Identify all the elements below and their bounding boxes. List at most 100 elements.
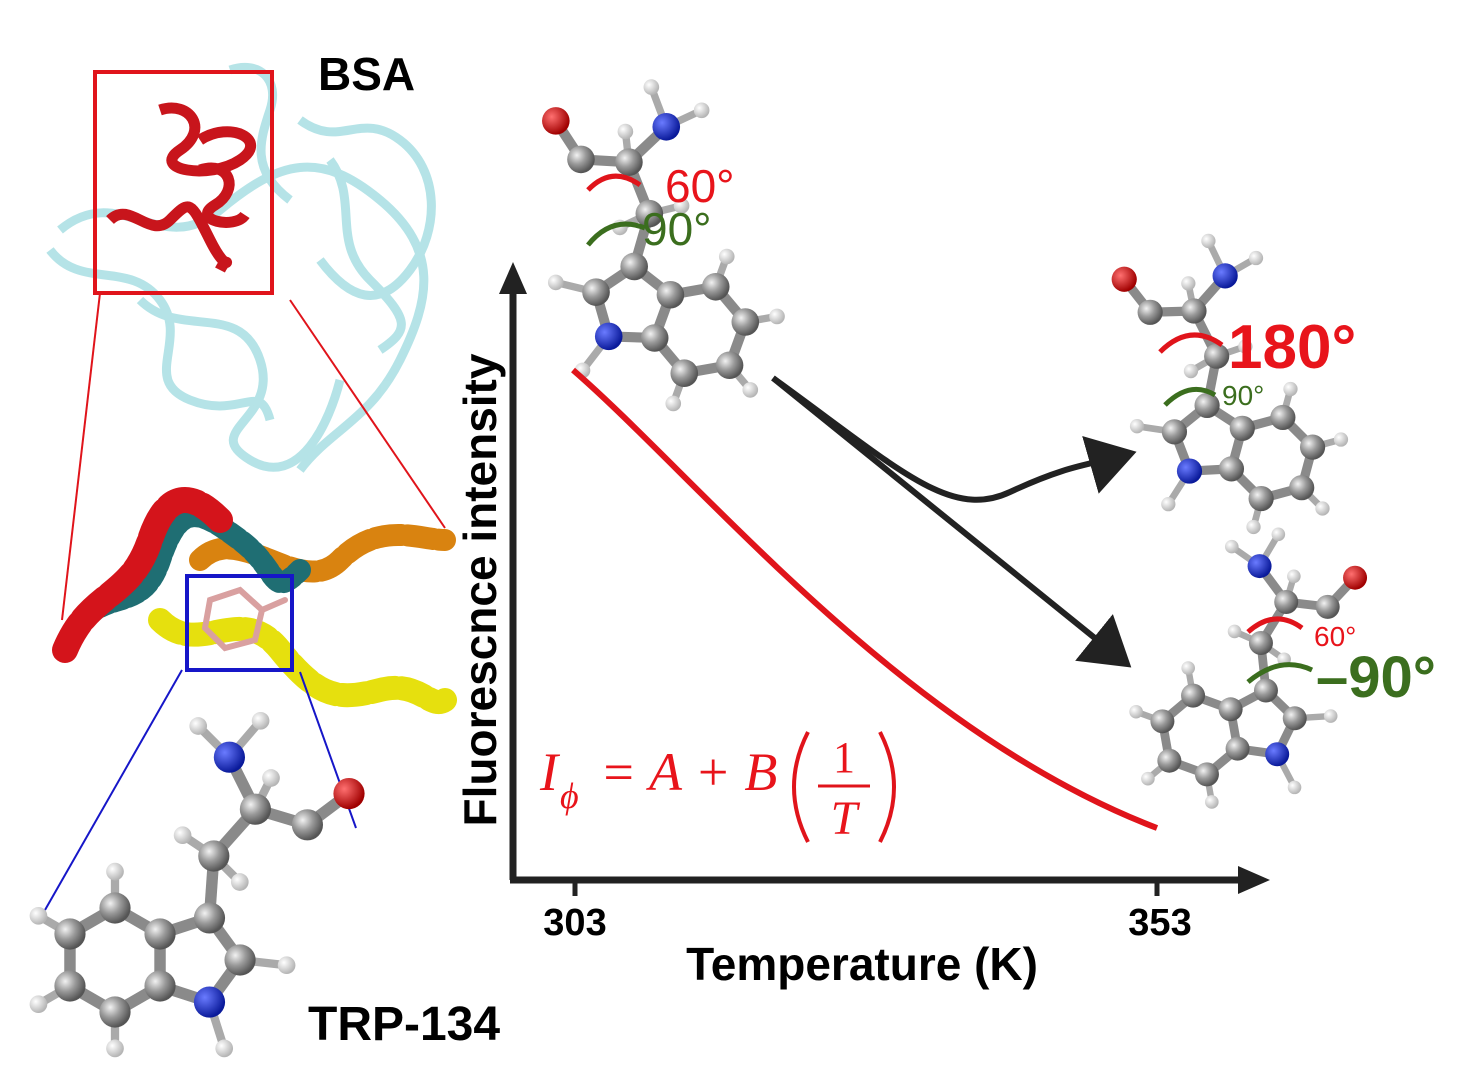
nitrogen-atom: [1247, 554, 1272, 579]
molecule: [29, 711, 365, 1058]
molecules: [29, 79, 1368, 1058]
rotation-arrow: [1163, 386, 1217, 407]
carbon-atom: [1282, 706, 1307, 731]
carbon-atom: [224, 944, 256, 976]
backbone: [46, 247, 275, 422]
carbon-atom: [567, 145, 595, 174]
zoom-box: [185, 574, 294, 672]
hydrogen-atom: [1161, 496, 1176, 512]
nitrogen-atom: [193, 986, 226, 1018]
carbon-atom: [1150, 709, 1175, 734]
molecule: [1129, 527, 1368, 809]
carbon-atom: [1289, 475, 1315, 501]
hydrogen-atom: [1181, 661, 1195, 675]
hydrogen-atom: [718, 248, 735, 265]
molecule: [1111, 233, 1349, 535]
rotation-arrow: [1158, 332, 1224, 354]
carbon-atom: [1270, 404, 1296, 431]
oxygen-atom: [333, 778, 365, 810]
oxygen-atom: [542, 107, 570, 135]
carbon-atom: [635, 199, 664, 228]
hydrogen-atom: [262, 769, 280, 787]
x-tick-label: 353: [1128, 902, 1191, 944]
hydrogen-atom: [1183, 363, 1199, 379]
zoom-line: [289, 299, 446, 529]
carbon-atom: [1204, 343, 1230, 369]
carbon-atom: [1157, 748, 1182, 773]
carbon-atom: [1218, 697, 1243, 722]
hydrogen-atom: [29, 995, 48, 1014]
carbon-atom: [1315, 594, 1340, 619]
hydrogen-atom: [617, 123, 634, 140]
carbon-atom: [1299, 434, 1326, 460]
zoom-box: [93, 70, 274, 295]
hydrogen-atom: [1227, 624, 1242, 639]
carbon-atom: [1253, 678, 1278, 703]
hydrogen-atom: [1238, 339, 1253, 354]
carbon-atom: [1194, 762, 1219, 787]
hydrogen-atom: [1323, 709, 1338, 723]
carbon-atom: [1137, 299, 1163, 325]
hydrogen-atom: [277, 956, 296, 975]
hydrogen-atom: [665, 395, 682, 412]
angle-label: 180°: [1228, 313, 1356, 382]
hydrogen-atom: [1201, 233, 1216, 249]
transition-arrow: [771, 375, 1132, 668]
carbon-atom: [99, 892, 131, 924]
rotation-arrow: [586, 173, 642, 192]
carbon-atom: [144, 918, 176, 950]
carbon-atom: [582, 278, 610, 306]
hydrogen-atom: [1224, 539, 1239, 554]
oxygen-atom: [1111, 266, 1137, 292]
highlighted-helix: [106, 102, 257, 273]
hydrogen-atom: [1246, 519, 1261, 535]
carbon-atom: [1229, 415, 1255, 441]
transition-arrow: [771, 375, 1137, 503]
rotation-arrow: [1246, 616, 1304, 634]
helix-red: [52, 487, 233, 663]
hydrogen-atom: [1333, 432, 1349, 447]
nitrogen-atom: [594, 322, 623, 351]
carbon-atom: [144, 970, 176, 1002]
molecule: [542, 79, 785, 412]
carbon-atom: [701, 272, 730, 301]
hydrogen-atom: [643, 79, 660, 95]
carbon-atom: [620, 252, 648, 281]
formula-subscript: ϕ: [560, 776, 579, 816]
backbone: [228, 62, 293, 204]
x-tick-label: 303: [543, 902, 606, 944]
backbone: [326, 157, 406, 354]
carbon-atom: [640, 324, 669, 352]
hydrogen-atom: [1141, 771, 1155, 786]
carbon-atom: [99, 996, 131, 1028]
nitrogen-atom: [1265, 742, 1290, 767]
carbon-atom: [1161, 419, 1188, 445]
hydrogen-atom: [1129, 704, 1143, 719]
hydrogen-atom: [1205, 795, 1219, 809]
nitrogen-atom: [652, 113, 681, 141]
nitrogen-atom: [213, 741, 245, 773]
nitrogen-atom: [1176, 458, 1203, 484]
hydrogen-atom: [189, 717, 208, 735]
hydrogen-atom: [693, 102, 710, 119]
helix: [198, 162, 250, 228]
carbon-atom: [1225, 736, 1250, 761]
rotation-arrow: [586, 221, 646, 247]
hydrogen-atom: [1271, 527, 1286, 542]
zoom-line: [44, 669, 183, 911]
carbon-atom: [1181, 683, 1206, 708]
formula-rhs: = A + B: [600, 742, 777, 802]
y-axis-arrow: [499, 262, 527, 294]
formula-denominator: T: [831, 792, 861, 845]
carbon-atom: [1274, 590, 1299, 615]
helix: [106, 201, 233, 273]
hydrogen-atom: [215, 1039, 234, 1058]
hydrogen-atom: [173, 826, 192, 845]
carbon-atom: [731, 308, 760, 336]
x-axis-arrow: [1238, 866, 1270, 894]
x-axis-label: Temperature (K): [686, 938, 1038, 990]
hydrogen-atom: [769, 308, 785, 325]
angle-label: 60°: [1314, 621, 1356, 652]
hydrogen-atom: [251, 711, 270, 730]
hydrogen-atom: [1283, 381, 1298, 397]
